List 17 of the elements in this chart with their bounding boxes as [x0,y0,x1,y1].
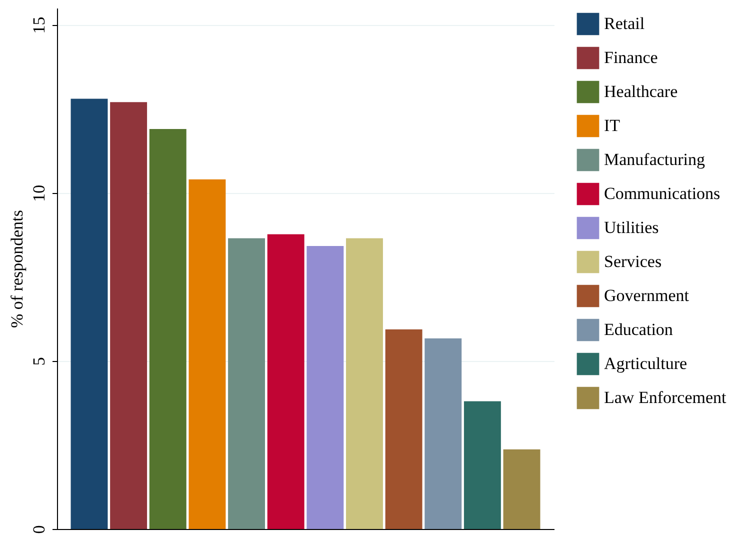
y-tick-label: 5 [30,357,48,366]
y-tick-label: 15 [30,16,48,34]
y-axis-title: % of respondents [8,210,26,328]
legend-label: Utilities [604,218,659,237]
y-tick-label: 0 [30,525,48,534]
legend-label: Services [604,252,662,271]
y-tick-label: 10 [30,184,48,202]
legend-label: Healthcare [604,82,678,101]
legend-label: Manufacturing [604,150,706,169]
legend-label: Education [604,320,674,339]
legend-label: Government [604,286,690,305]
legend-label: IT [604,116,621,135]
legend-label: Law Enforcement [604,388,727,407]
legend-label: Finance [604,48,658,67]
legend-label: Retail [604,14,645,33]
legend-label: Communications [604,184,720,203]
legend-label: Agrticulture [604,354,688,373]
